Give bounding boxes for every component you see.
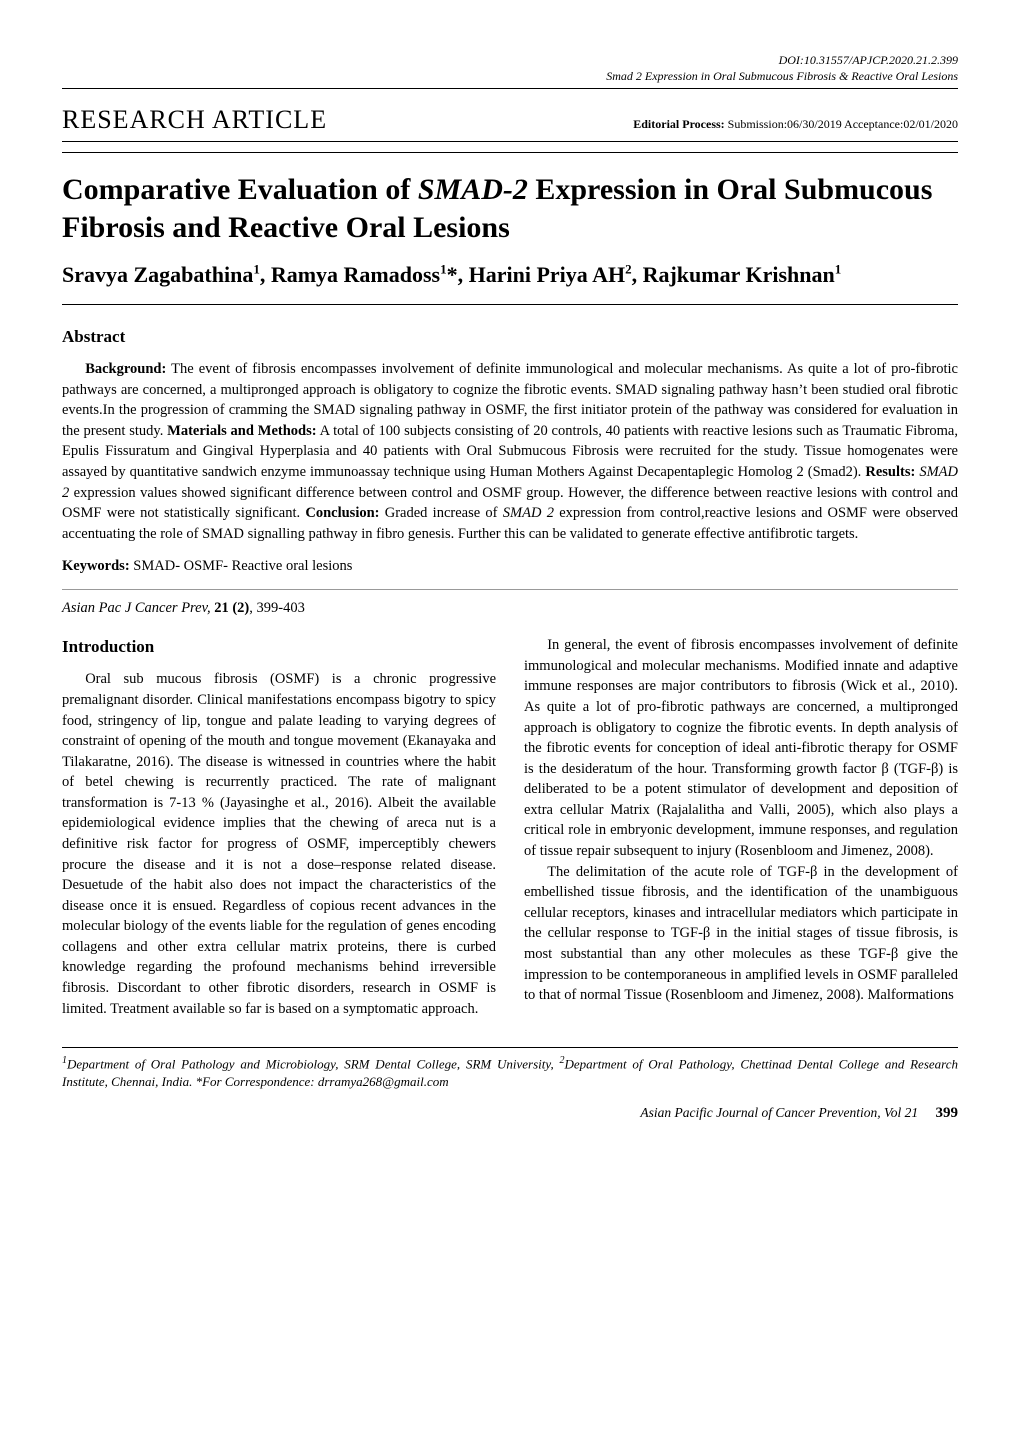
- running-title: Smad 2 Expression in Oral Submucous Fibr…: [62, 68, 958, 84]
- authors-rule: [62, 304, 958, 305]
- intro-p1: Oral sub mucous fibrosis (OSMF) is a chr…: [62, 669, 496, 1019]
- abstract-rule: [62, 589, 958, 590]
- citation: Asian Pac J Cancer Prev, 21 (2), 399-403: [62, 600, 958, 617]
- page-number: 399: [936, 1105, 959, 1121]
- footer-journal: Asian Pacific Journal of Cancer Preventi…: [640, 1105, 918, 1120]
- keywords: Keywords: SMAD- OSMF- Reactive oral lesi…: [62, 558, 958, 575]
- affiliations: 1Department of Oral Pathology and Microb…: [62, 1047, 958, 1090]
- intro-p3: The delimitation of the acute role of TG…: [524, 862, 958, 1006]
- title-pre: Comparative Evaluation of: [62, 173, 418, 206]
- doi: DOI:10.31557/APJCP.2020.21.2.399: [62, 52, 958, 68]
- introduction-heading: Introduction: [62, 635, 496, 659]
- keywords-label: Keywords:: [62, 558, 130, 574]
- section-rule-bottom: [62, 152, 958, 153]
- header-rule: [62, 88, 958, 89]
- title-ital: SMAD-2: [418, 173, 528, 206]
- intro-p2: In general, the event of fibrosis encomp…: [524, 635, 958, 861]
- citation-pages: , 399-403: [249, 600, 305, 616]
- editorial-process-text: Submission:06/30/2019 Acceptance:02/01/2…: [725, 117, 958, 131]
- editorial-process: Editorial Process: Submission:06/30/2019…: [633, 117, 958, 132]
- abstract-heading: Abstract: [62, 327, 958, 347]
- footer: Asian Pacific Journal of Cancer Preventi…: [62, 1105, 958, 1122]
- article-title: Comparative Evaluation of SMAD-2 Express…: [62, 171, 958, 246]
- body-columns: Introduction Oral sub mucous fibrosis (O…: [62, 635, 958, 1019]
- keywords-text: SMAD- OSMF- Reactive oral lesions: [130, 558, 353, 574]
- header-meta: DOI:10.31557/APJCP.2020.21.2.399 Smad 2 …: [62, 52, 958, 84]
- abstract-body: Background: The event of fibrosis encomp…: [62, 359, 958, 544]
- citation-journal: Asian Pac J Cancer Prev,: [62, 600, 214, 616]
- citation-vol: 21 (2): [214, 600, 249, 616]
- section-label: RESEARCH ARTICLE: [62, 105, 327, 135]
- authors: Sravya Zagabathina1, Ramya Ramadoss1*, H…: [62, 260, 958, 290]
- editorial-process-label: Editorial Process:: [633, 117, 724, 131]
